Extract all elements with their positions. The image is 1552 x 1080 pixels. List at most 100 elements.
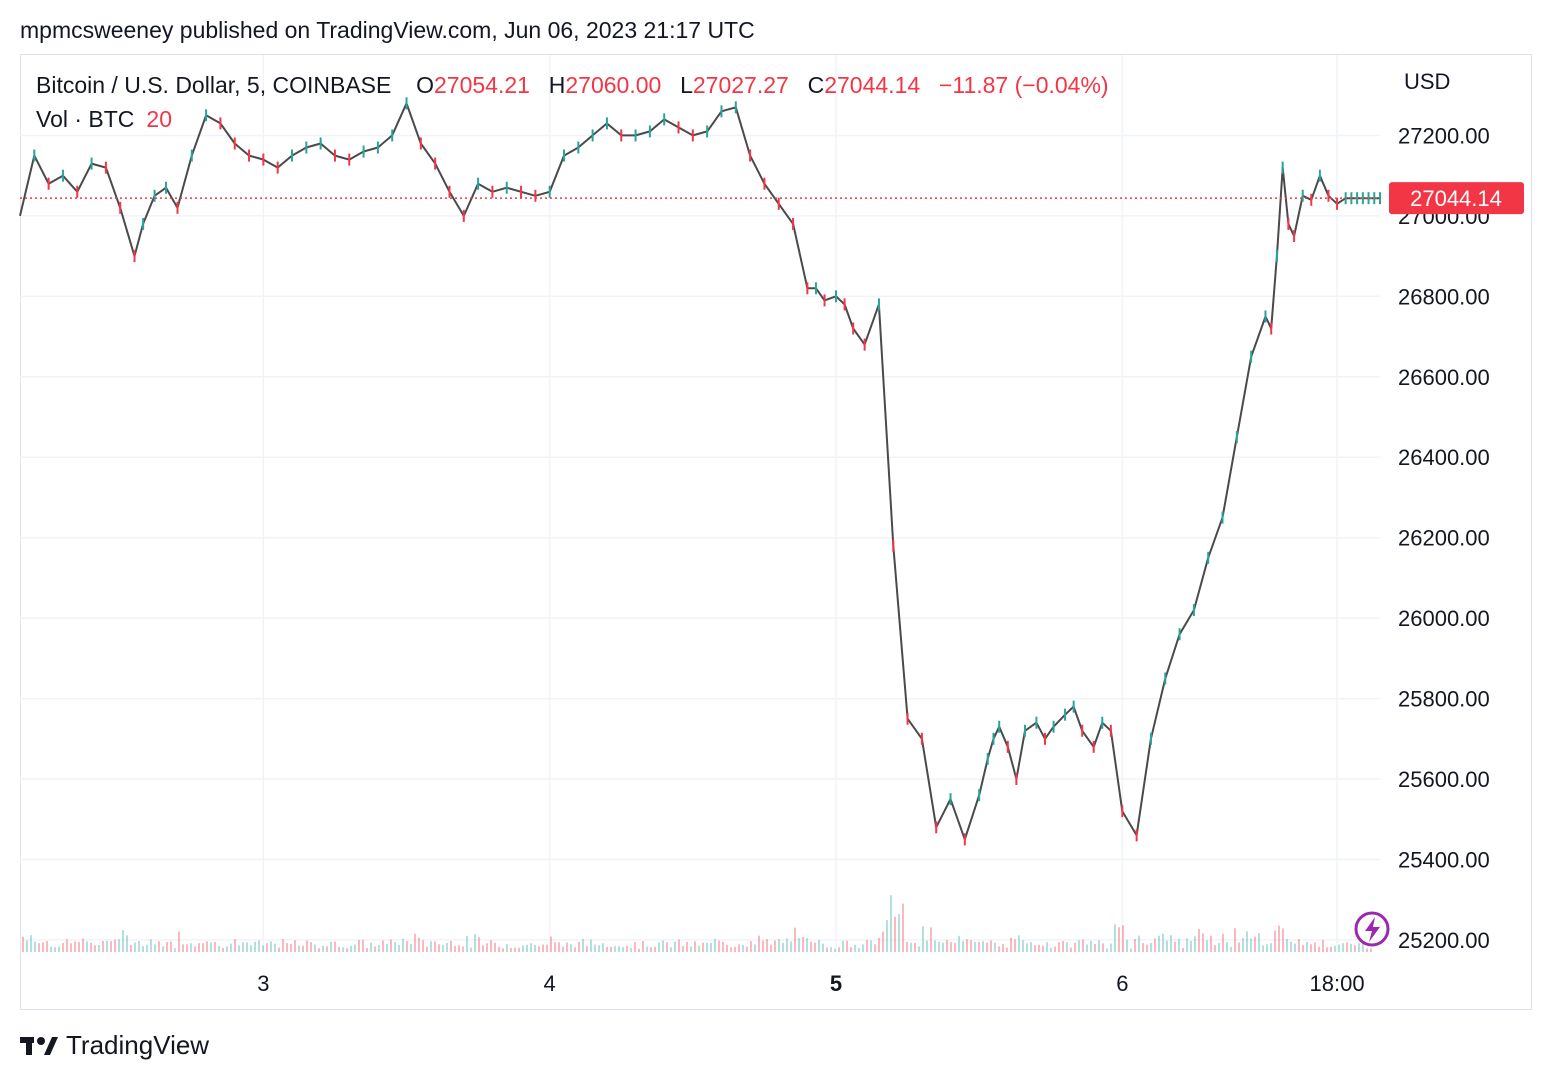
brand-name: TradingView (66, 1030, 210, 1060)
symbol-title[interactable]: Bitcoin / U.S. Dollar, 5, COINBASE (36, 72, 392, 98)
volume-bar (286, 943, 288, 952)
volume-bar (734, 946, 736, 952)
volume-bar (174, 948, 176, 952)
volume-bar (1134, 939, 1136, 952)
volume-bar (674, 941, 676, 952)
volume-bar (622, 947, 624, 952)
volume-bar (1146, 944, 1148, 952)
volume-bar (1326, 947, 1328, 952)
open-label: O (416, 72, 435, 98)
volume-bar (866, 939, 868, 952)
volume-bar (214, 941, 216, 952)
volume-bar (1362, 942, 1364, 952)
footer: TradingView (20, 1030, 209, 1061)
volume-bar (830, 947, 832, 952)
volume-bar (1242, 938, 1244, 952)
last-price-label: 27044.14 (1410, 186, 1502, 211)
volume-bar (514, 947, 516, 952)
tradingview-logo-icon (20, 1036, 58, 1055)
volume-bar (122, 930, 124, 952)
last-price-badge (1389, 182, 1524, 215)
volume-bar (178, 931, 180, 952)
volume-bar (1062, 941, 1064, 952)
volume-bar (374, 946, 376, 952)
publish-line: mpmcsweeney published on TradingView.com… (20, 17, 755, 43)
low-label: L (680, 72, 693, 98)
volume-bar (1102, 943, 1104, 952)
volume-bar (70, 943, 72, 952)
volume-bar (790, 941, 792, 952)
volume-bar (1254, 936, 1256, 952)
volume-bar (1098, 940, 1100, 952)
volume-bar (654, 946, 656, 952)
volume-bar (590, 939, 592, 952)
volume-bar (1194, 936, 1196, 952)
volume-bar (750, 941, 752, 952)
volume-bar (958, 935, 960, 952)
volume-bar (1050, 947, 1052, 952)
volume-bar (1174, 941, 1176, 952)
volume-bar (626, 945, 628, 952)
volume-bar (1290, 941, 1292, 952)
x-tick-label: 18:00 (1310, 971, 1365, 996)
y-tick-label: 26000.00 (1398, 606, 1490, 631)
high-label: H (548, 72, 566, 98)
volume-bar (306, 940, 308, 952)
volume-bar (618, 946, 620, 952)
volume-bar (998, 946, 1000, 952)
volume-bar (410, 944, 412, 952)
volume-bar (570, 944, 572, 952)
volume-bar (106, 940, 108, 952)
volume-bar (1302, 945, 1304, 952)
volume-bar (34, 941, 36, 952)
volume-bar (634, 942, 636, 952)
volume-bar (198, 943, 200, 952)
volume-bar (254, 941, 256, 952)
volume-bar (1150, 942, 1152, 952)
volume-bar (1154, 938, 1156, 952)
close-value: 27044.14 (824, 72, 921, 98)
volume-bar (886, 920, 888, 952)
volume-bar (870, 940, 872, 952)
volume-bar (1266, 944, 1268, 952)
volume-bar (66, 939, 68, 952)
lightning-icon[interactable] (1354, 911, 1390, 947)
volume-bar (78, 941, 80, 952)
volume-bar (978, 941, 980, 952)
volume-bar (378, 944, 380, 952)
volume-value: 20 (146, 106, 173, 132)
volume-bar (58, 946, 60, 952)
volume-bar (22, 936, 24, 952)
volume-bar (1026, 943, 1028, 952)
volume-bar (414, 933, 416, 952)
volume-bar (1370, 948, 1372, 952)
volume-bar (930, 927, 932, 952)
volume-bar (342, 947, 344, 952)
y-tick-label: 26200.00 (1398, 526, 1490, 551)
volume-bar (814, 942, 816, 952)
volume-bar (738, 944, 740, 952)
volume-bar (974, 942, 976, 952)
volume-bar (1034, 945, 1036, 952)
volume-bar (1310, 944, 1312, 952)
volume-bar (102, 941, 104, 952)
volume-bar (850, 947, 852, 952)
volume-bar (1082, 939, 1084, 952)
volume-label[interactable]: Vol · BTC (36, 106, 135, 132)
volume-bar (390, 939, 392, 952)
volume-bar (754, 944, 756, 952)
volume-bar (594, 944, 596, 952)
volume-bar (658, 942, 660, 952)
volume-bar (1306, 941, 1308, 952)
volume-bar (422, 940, 424, 952)
volume-bar (874, 944, 876, 952)
volume-bar (818, 939, 820, 952)
volume-bar (222, 947, 224, 952)
volume-bar (394, 941, 396, 952)
volume-bar (1234, 928, 1236, 952)
volume-bar (482, 945, 484, 952)
volume-bar (1010, 937, 1012, 952)
volume-bar (158, 941, 160, 952)
volume-bar (238, 945, 240, 952)
